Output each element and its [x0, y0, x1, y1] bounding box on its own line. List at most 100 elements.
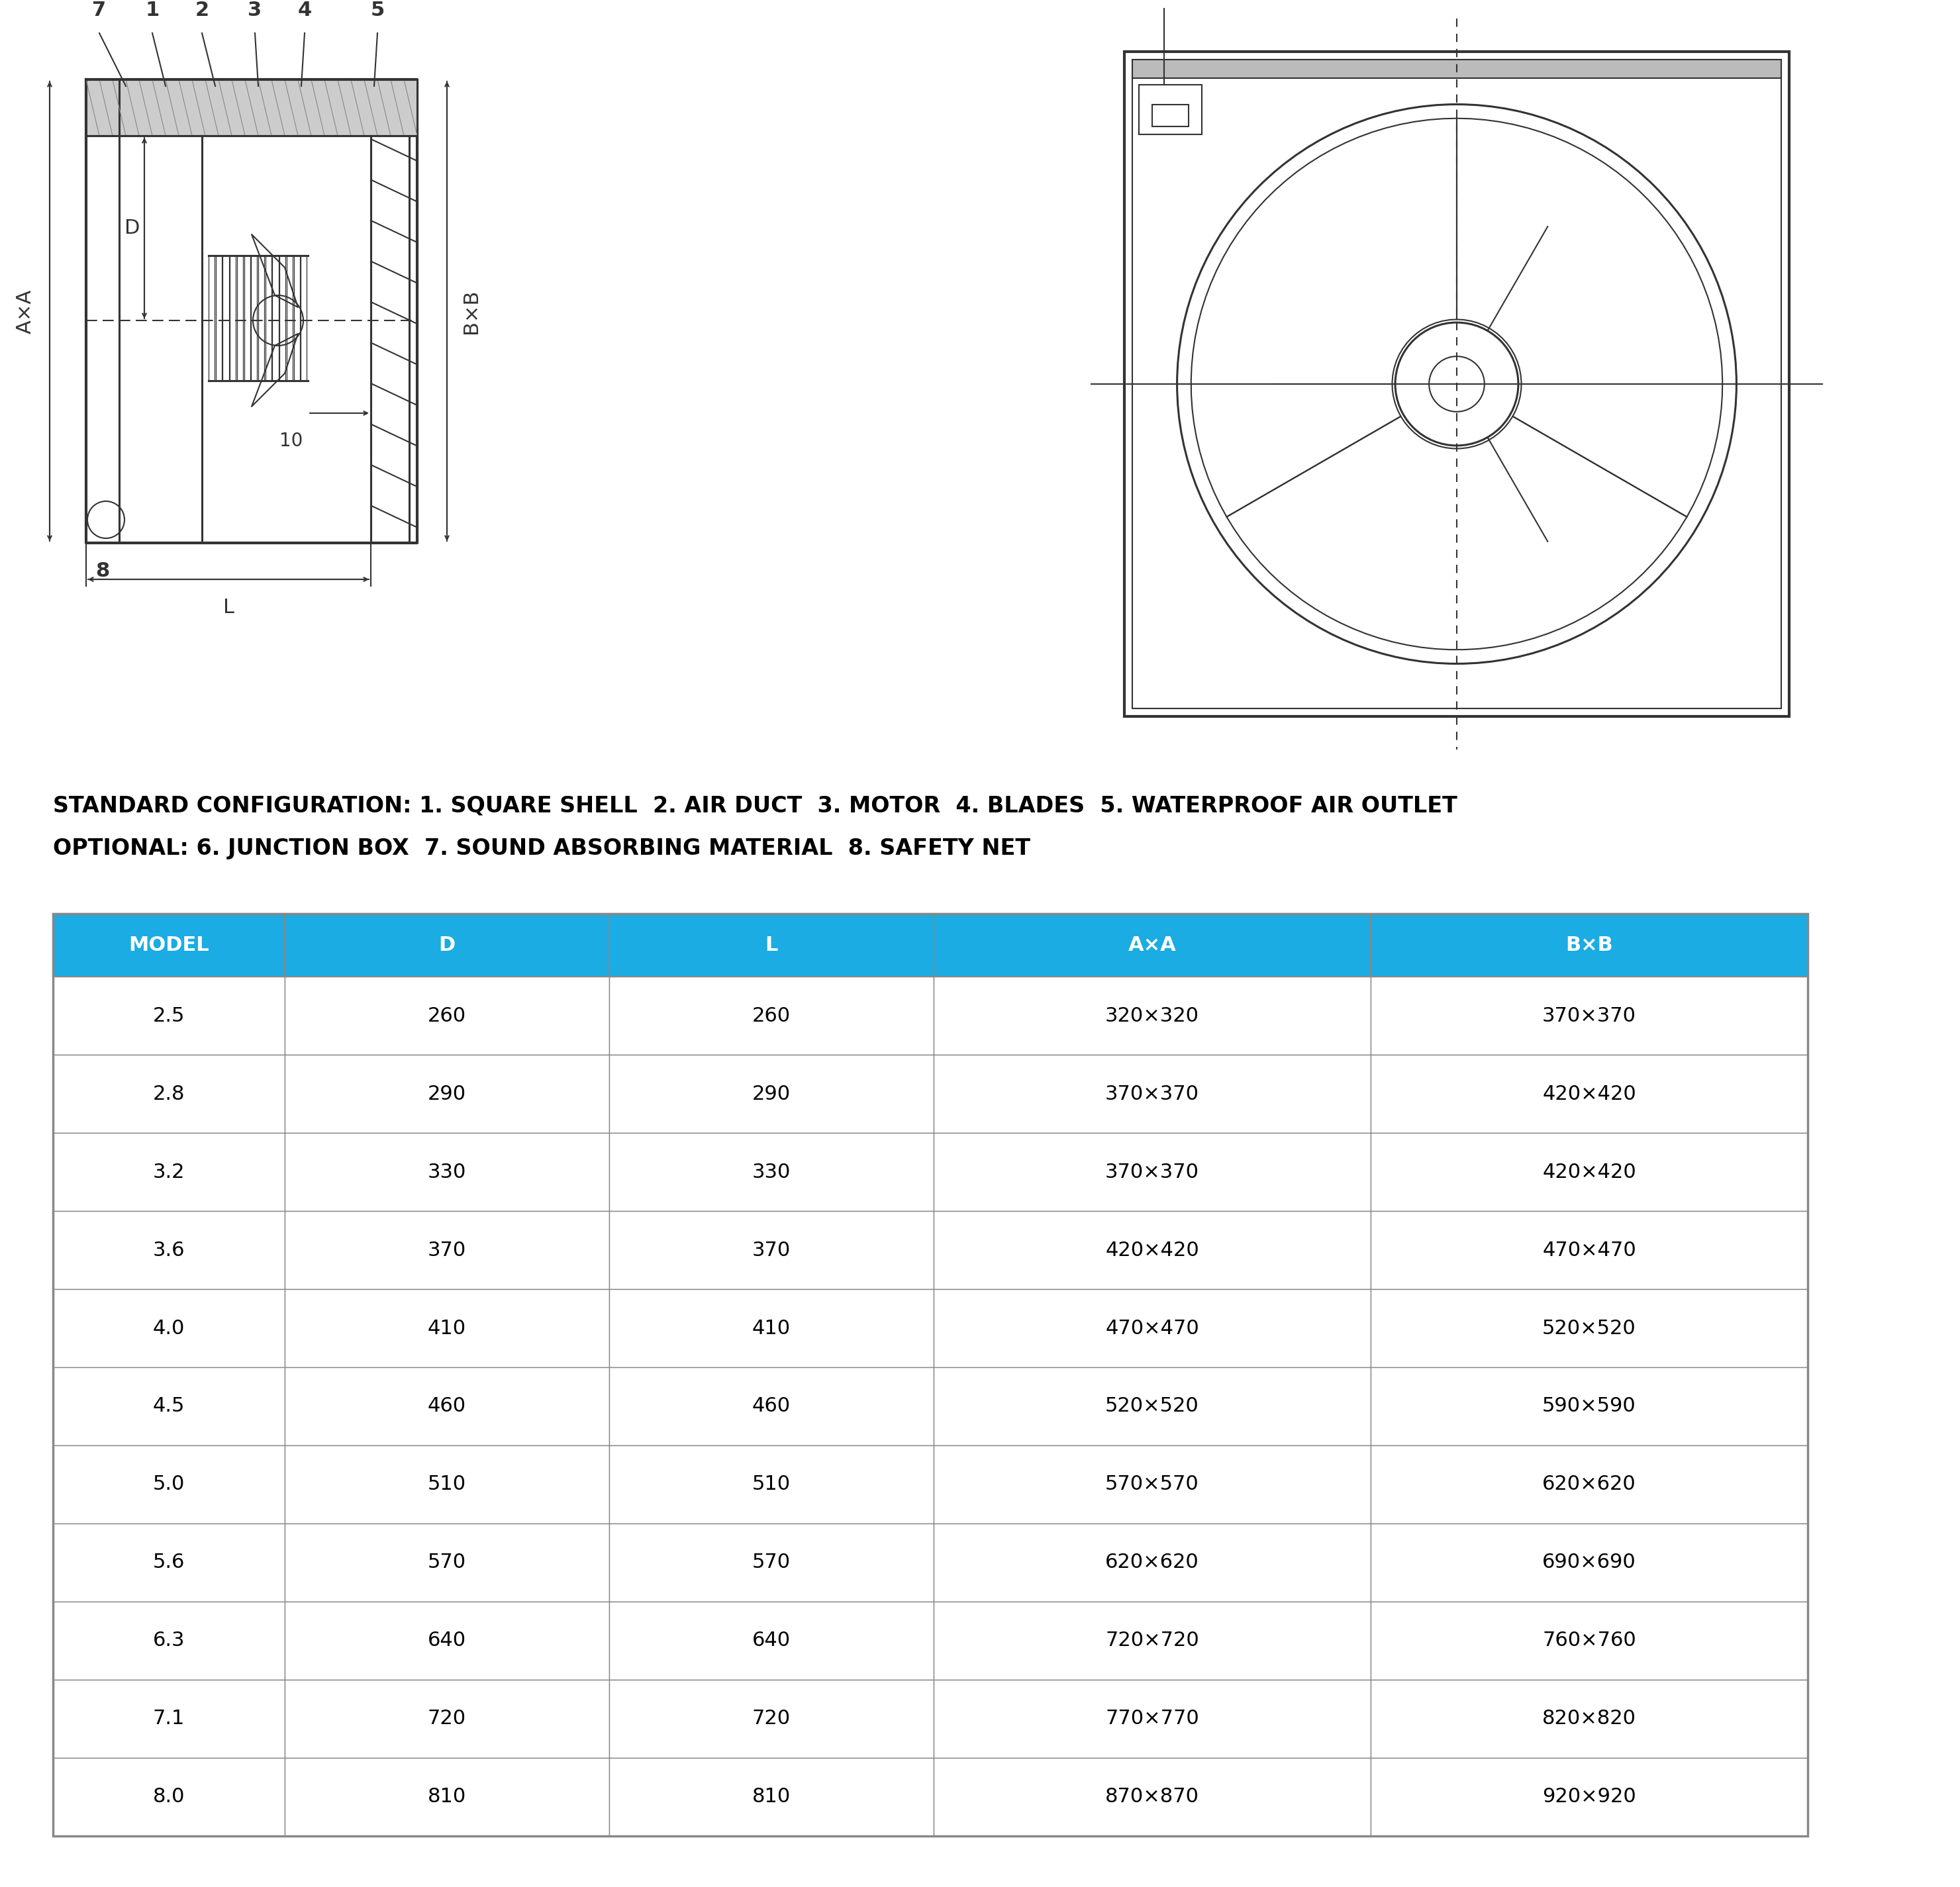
Bar: [1370, 1445, 1807, 1523]
Bar: [610, 1679, 933, 1759]
Bar: [53, 1132, 284, 1211]
Text: 5.6: 5.6: [153, 1553, 184, 1572]
Bar: [933, 1759, 1370, 1836]
Bar: [610, 1289, 933, 1368]
Text: 820×820: 820×820: [1543, 1710, 1637, 1728]
Bar: [208, 255, 214, 381]
Bar: [933, 1679, 1370, 1759]
Text: 3.2: 3.2: [153, 1162, 184, 1181]
Bar: [229, 255, 235, 381]
Bar: [1139, 85, 1201, 134]
Text: 370×370: 370×370: [1543, 1006, 1637, 1025]
Bar: [1370, 1602, 1807, 1679]
Bar: [259, 255, 265, 381]
Bar: [300, 255, 308, 381]
Bar: [933, 1289, 1370, 1368]
Text: 290: 290: [753, 1085, 790, 1104]
Text: 290: 290: [427, 1085, 466, 1104]
Text: B×B: B×B: [461, 289, 480, 334]
Text: 410: 410: [753, 1319, 790, 1338]
Text: 920×920: 920×920: [1543, 1787, 1637, 1806]
Bar: [1125, 51, 1789, 717]
Text: 640: 640: [753, 1630, 790, 1651]
Bar: [610, 1211, 933, 1289]
Bar: [53, 1679, 284, 1759]
Bar: [933, 1523, 1370, 1602]
Bar: [610, 1759, 933, 1836]
Bar: [251, 255, 257, 381]
Bar: [1370, 1132, 1807, 1211]
Text: 590×590: 590×590: [1543, 1396, 1637, 1415]
Text: 720: 720: [753, 1710, 790, 1728]
Bar: [53, 1523, 284, 1602]
Bar: [286, 255, 292, 381]
Text: 520×520: 520×520: [1543, 1319, 1637, 1338]
Bar: [933, 1602, 1370, 1679]
Text: 2: 2: [194, 0, 210, 21]
Text: MODEL: MODEL: [129, 936, 210, 955]
Text: 4.5: 4.5: [153, 1396, 184, 1415]
Bar: [237, 255, 243, 381]
Bar: [86, 79, 417, 136]
Bar: [53, 977, 284, 1055]
Bar: [284, 1055, 610, 1132]
Bar: [53, 1759, 284, 1836]
Text: 370: 370: [753, 1240, 790, 1261]
Text: 420×420: 420×420: [1105, 1240, 1200, 1261]
Text: 370×370: 370×370: [1105, 1085, 1200, 1104]
Bar: [53, 1445, 284, 1523]
Bar: [53, 1289, 284, 1368]
Bar: [1370, 1211, 1807, 1289]
Bar: [1152, 104, 1188, 126]
Text: 3.6: 3.6: [153, 1240, 184, 1261]
Text: 4: 4: [298, 0, 312, 21]
Text: 6.3: 6.3: [153, 1630, 184, 1651]
Bar: [1370, 977, 1807, 1055]
Bar: [1370, 1523, 1807, 1602]
Bar: [1370, 1679, 1807, 1759]
Text: 520×520: 520×520: [1105, 1396, 1200, 1415]
Bar: [272, 255, 278, 381]
Bar: [610, 1368, 933, 1445]
Text: 570: 570: [753, 1553, 790, 1572]
Text: D: D: [439, 936, 455, 955]
Bar: [53, 1602, 284, 1679]
Text: 5: 5: [370, 0, 384, 21]
Bar: [1370, 913, 1807, 977]
Text: 460: 460: [753, 1396, 790, 1415]
Bar: [610, 1523, 933, 1602]
Bar: [610, 1602, 933, 1679]
Bar: [610, 977, 933, 1055]
Text: 4.0: 4.0: [153, 1319, 184, 1338]
Bar: [1370, 1759, 1807, 1836]
Text: 8.0: 8.0: [153, 1787, 184, 1806]
Bar: [1133, 60, 1782, 708]
Bar: [53, 913, 284, 977]
Bar: [610, 1055, 933, 1132]
Bar: [53, 1055, 284, 1132]
Bar: [1370, 1055, 1807, 1132]
Text: 330: 330: [753, 1162, 790, 1181]
Bar: [284, 1445, 610, 1523]
Bar: [933, 977, 1370, 1055]
Text: 1: 1: [145, 0, 159, 21]
Bar: [284, 1211, 610, 1289]
Text: 370: 370: [427, 1240, 466, 1261]
Bar: [53, 1211, 284, 1289]
Text: 810: 810: [427, 1787, 466, 1806]
Text: 720: 720: [427, 1710, 466, 1728]
Text: L: L: [764, 936, 778, 955]
Text: 570: 570: [427, 1553, 466, 1572]
Text: 370×370: 370×370: [1105, 1162, 1200, 1181]
Text: 10: 10: [280, 432, 304, 451]
Text: 770×770: 770×770: [1105, 1710, 1200, 1728]
Text: L: L: [223, 598, 233, 617]
Text: 760×760: 760×760: [1543, 1630, 1637, 1651]
Bar: [1370, 1368, 1807, 1445]
Bar: [933, 1445, 1370, 1523]
Text: 330: 330: [427, 1162, 466, 1181]
Bar: [610, 1445, 933, 1523]
Text: STANDARD CONFIGURATION: 1. SQUARE SHELL  2. AIR DUCT  3. MOTOR  4. BLADES  5. WA: STANDARD CONFIGURATION: 1. SQUARE SHELL …: [53, 794, 1456, 817]
Text: A×A: A×A: [16, 289, 35, 334]
Bar: [216, 255, 221, 381]
